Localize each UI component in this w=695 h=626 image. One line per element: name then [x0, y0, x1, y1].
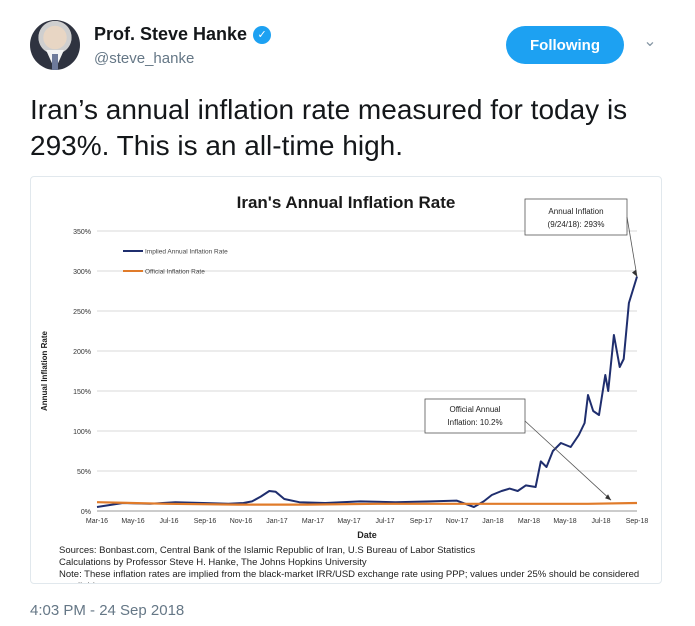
inflation-chart: 0% 50% 100% 150% 200% 250% 300% 350% Mar-16 May-1… — [40, 198, 649, 540]
x-tick-label: Mar-18 — [518, 518, 540, 525]
tweet-header: Prof. Steve Hanke ✓ @steve_hanke Followi… — [30, 20, 670, 80]
x-tick-label: Mar-17 — [302, 518, 324, 525]
y-tick-label: 300% — [73, 269, 91, 276]
x-tick-label: Jan-17 — [266, 518, 288, 525]
x-tick-label: May-18 — [553, 518, 576, 525]
chart-note-disclaimer: Note: These inflation rates are implied … — [59, 569, 640, 583]
avatar[interactable] — [30, 20, 80, 70]
annotation-arrow-implied — [626, 216, 638, 277]
x-tick-label: Jul-17 — [375, 518, 394, 525]
tweet-text: Iran’s annual inflation rate measured fo… — [30, 94, 628, 161]
x-tick-label: Sep-16 — [194, 518, 217, 525]
x-axis-label: Date — [357, 530, 377, 540]
x-tick-label: Jan-18 — [482, 518, 504, 525]
verified-badge-icon: ✓ — [253, 25, 272, 44]
y-tick-label: 350% — [73, 229, 91, 236]
annotation-box-implied — [524, 198, 628, 236]
y-tick-label: 250% — [73, 309, 91, 316]
y-tick-label: 0% — [81, 509, 91, 516]
following-button[interactable]: Following — [506, 26, 624, 64]
series-line-implied — [96, 276, 638, 508]
x-tick-label: Sep-18 — [626, 518, 649, 525]
x-tick-label: May-16 — [121, 518, 144, 525]
tweet-timestamp[interactable]: 4:03 PM - 24 Sep 2018 — [30, 602, 185, 619]
author-name[interactable]: Prof. Steve Hanke ✓ — [94, 24, 272, 45]
x-tick-label: Nov-16 — [230, 518, 253, 525]
y-tick-label: 100% — [73, 429, 91, 436]
y-tick-label: 200% — [73, 349, 91, 356]
series-line-official — [96, 501, 638, 506]
annotation-box-official — [424, 398, 526, 434]
legend-label: Implied Annual Inflation Rate — [145, 249, 228, 256]
chart-note-sources: Sources: Bonbast.com, Central Bank of th… — [59, 545, 476, 556]
annotation-text-line2: (9/24/18): 293% — [548, 220, 605, 229]
annotation-arrow-official — [524, 420, 612, 501]
x-tick-label: Jul-16 — [159, 518, 178, 525]
x-tick-label: May-17 — [337, 518, 360, 525]
chart-title: Iran's Annual Inflation Rate — [236, 193, 456, 212]
annotation-arrowhead-implied — [632, 269, 637, 277]
y-tick-label: 150% — [73, 389, 91, 396]
legend-label: Official Inflation Rate — [145, 269, 205, 276]
x-tick-label: Nov-17 — [446, 518, 469, 525]
annotation-text-line1: Official Annual — [450, 405, 501, 414]
chevron-down-icon[interactable]: ⌄ — [643, 33, 657, 50]
chart-note-calculations: Calculations by Professor Steve H. Hanke… — [59, 557, 367, 568]
annotation-text-line1: Annual Inflation — [548, 207, 603, 216]
annotation-arrowhead-official — [605, 494, 612, 501]
x-tick-label: Sep-17 — [410, 518, 433, 525]
x-tick-label: Jul-18 — [591, 518, 610, 525]
y-axis-label: Annual Inflation Rate — [40, 330, 49, 411]
y-tick-label: 50% — [77, 469, 91, 476]
author-name-text[interactable]: Prof. Steve Hanke — [94, 24, 248, 44]
author-handle[interactable]: @steve_hanke — [94, 50, 195, 67]
tweet-media-chart[interactable]: Iran's Annual Inflation Rate 0% 50% 100% 15… — [30, 176, 662, 584]
annotation-text-line2: Inflation: 10.2% — [447, 418, 502, 427]
chart-notes: Sources: Bonbast.com, Central Bank of th… — [59, 545, 661, 583]
x-tick-label: Mar-16 — [86, 518, 108, 525]
